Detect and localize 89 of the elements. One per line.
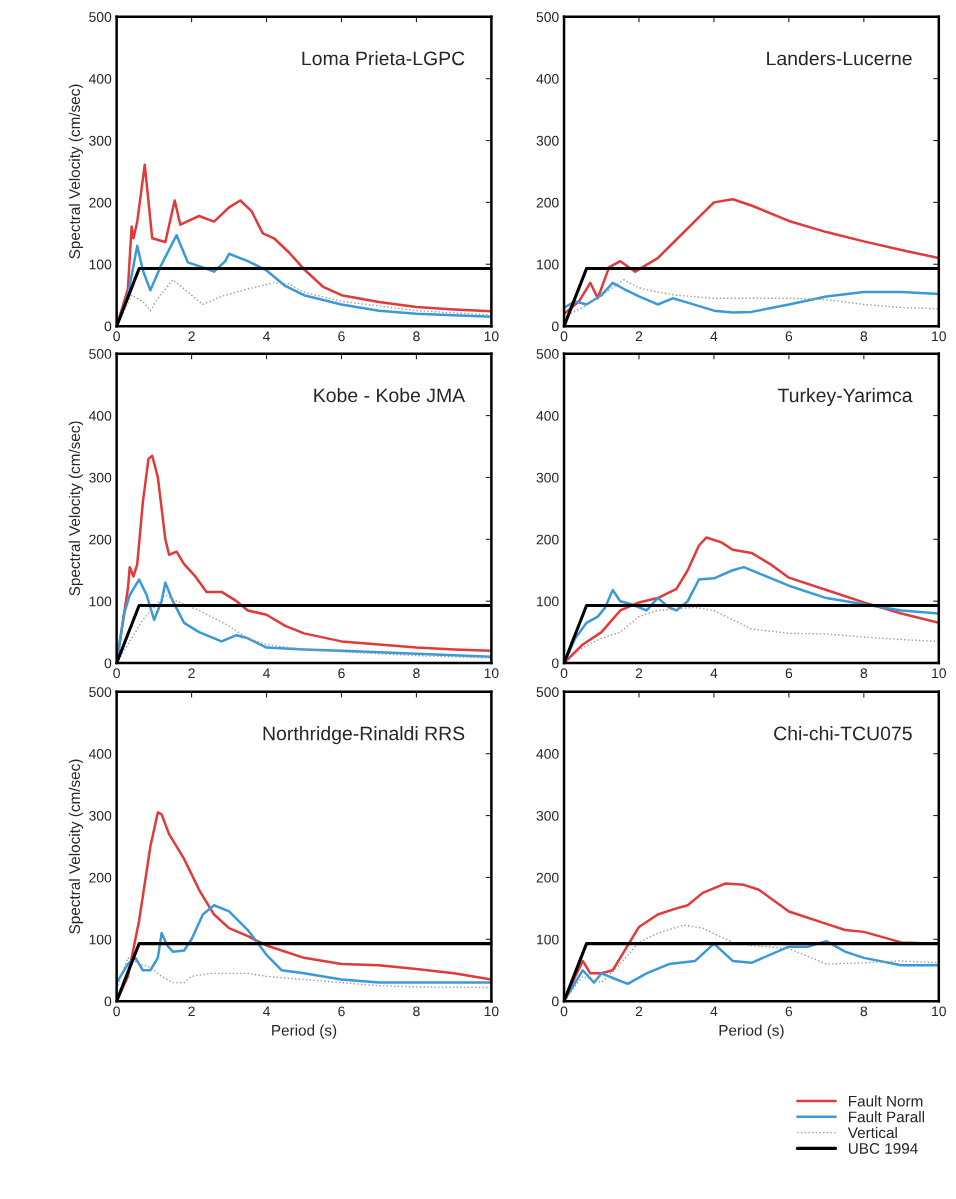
y-tick-label: 200 bbox=[536, 872, 559, 883]
y-tick-label: 0 bbox=[552, 658, 559, 669]
y-tick-label: 500 bbox=[89, 349, 112, 359]
y-tick-label: 300 bbox=[89, 472, 112, 483]
x-tick-label: 10 bbox=[484, 331, 499, 342]
y-tick-label: 400 bbox=[536, 410, 559, 421]
x-tick-label: 4 bbox=[262, 331, 270, 342]
x-tick-label: 8 bbox=[860, 331, 868, 342]
y-tick-label: 400 bbox=[88, 410, 112, 421]
y-tick-label: 200 bbox=[89, 872, 112, 883]
y-tick-label: 400 bbox=[536, 73, 559, 84]
x-tick-label: 6 bbox=[338, 331, 345, 342]
y-tick-label: 400 bbox=[88, 73, 112, 84]
y-tick-label: 300 bbox=[536, 135, 559, 146]
y-tick-label: 500 bbox=[536, 687, 559, 697]
y-tick-label: 500 bbox=[89, 12, 112, 22]
x-tick-label: 8 bbox=[413, 1006, 420, 1017]
x-tick-label: 6 bbox=[338, 668, 345, 679]
x-tick-label: 2 bbox=[635, 331, 643, 342]
text: Loma Prieta-LGPC bbox=[302, 51, 465, 66]
y-tick-label: 100 bbox=[537, 934, 559, 945]
y-tick-label: 0 bbox=[552, 321, 559, 332]
x-tick-label: 6 bbox=[785, 331, 793, 342]
x-tick-label: 6 bbox=[785, 668, 793, 679]
text: Northridge-Rinaldi RRS bbox=[263, 726, 465, 745]
x-tick-label: 0 bbox=[113, 331, 120, 342]
text: Chi-chi-TCU075 bbox=[774, 726, 912, 741]
y-tick-label: 0 bbox=[104, 996, 112, 1007]
x-tick-label: 0 bbox=[113, 668, 120, 679]
x-tick-label: 10 bbox=[932, 668, 946, 679]
x-tick-label: 2 bbox=[635, 1006, 643, 1017]
legend-label: Fault Norm bbox=[849, 1095, 923, 1107]
y-tick-label: 500 bbox=[536, 12, 559, 22]
x-tick-label: 2 bbox=[188, 668, 195, 678]
y-tick-label: 200 bbox=[89, 534, 112, 545]
text: Turkey-Yarimca bbox=[777, 387, 913, 407]
legend-label: UBC 1994 bbox=[848, 1143, 918, 1154]
y-tick-label: 400 bbox=[536, 749, 559, 759]
x-tick-label: 10 bbox=[932, 331, 946, 342]
x-axis-title: Period (s) bbox=[719, 1024, 784, 1039]
x-tick-label: 0 bbox=[560, 331, 568, 342]
x-tick-label: 0 bbox=[560, 668, 568, 679]
y-tick-label: 300 bbox=[536, 810, 559, 821]
legend-label: Vertical bbox=[847, 1126, 897, 1139]
x-tick-label: 6 bbox=[338, 1006, 345, 1017]
text: Kobe - Kobe JMA bbox=[314, 387, 466, 403]
y-tick-label: 100 bbox=[89, 259, 112, 270]
text: Landers-Lucerne bbox=[767, 51, 912, 66]
x-tick-label: 8 bbox=[860, 1006, 868, 1017]
line-series bbox=[116, 904, 492, 984]
x-tick-label: 8 bbox=[860, 668, 868, 679]
y-tick-label: 100 bbox=[89, 934, 112, 945]
x-tick-label: 10 bbox=[932, 1006, 946, 1017]
y-tick-label: 300 bbox=[89, 135, 112, 146]
x-tick-label: 4 bbox=[710, 331, 718, 342]
y-tick-label: 200 bbox=[536, 534, 559, 545]
x-tick-label: 8 bbox=[413, 331, 420, 342]
y-tick-label: 100 bbox=[537, 259, 559, 270]
y-tick-label: 500 bbox=[89, 687, 112, 697]
x-tick-label: 6 bbox=[785, 1006, 793, 1017]
line-series bbox=[564, 198, 939, 315]
y-tick-label: 300 bbox=[89, 810, 112, 821]
x-tick-label: 4 bbox=[710, 668, 718, 678]
x-tick-label: 0 bbox=[113, 1006, 120, 1017]
y-axis-title: Spectral Velocity (cm/sec) bbox=[68, 759, 84, 934]
y-tick-label: 0 bbox=[104, 321, 112, 332]
x-tick-label: 4 bbox=[710, 1006, 718, 1017]
x-tick-label: 4 bbox=[262, 668, 270, 678]
x-tick-label: 10 bbox=[484, 668, 499, 679]
x-tick-label: 4 bbox=[262, 1006, 270, 1017]
y-tick-label: 0 bbox=[104, 658, 112, 669]
y-tick-label: 200 bbox=[536, 197, 559, 208]
x-tick-label: 2 bbox=[188, 1006, 195, 1017]
y-tick-label: 400 bbox=[88, 749, 112, 759]
y-tick-label: 500 bbox=[536, 349, 559, 359]
y-axis-title: Spectral Velocity (cm/sec) bbox=[68, 84, 84, 259]
x-tick-label: 10 bbox=[484, 1006, 499, 1017]
x-axis-title: Period (s) bbox=[272, 1024, 337, 1039]
y-axis-title: Spectral Velocity (cm/sec) bbox=[68, 421, 84, 596]
y-tick-label: 300 bbox=[536, 472, 559, 483]
x-tick-label: 2 bbox=[188, 331, 195, 342]
y-tick-label: 200 bbox=[89, 197, 112, 208]
x-tick-label: 2 bbox=[635, 668, 643, 678]
y-tick-label: 100 bbox=[89, 596, 112, 607]
x-tick-label: 8 bbox=[413, 668, 420, 679]
legend-label: Fault Parall bbox=[849, 1111, 925, 1123]
x-tick-label: 0 bbox=[560, 1006, 568, 1017]
y-tick-label: 0 bbox=[552, 996, 559, 1007]
y-tick-label: 100 bbox=[537, 596, 559, 607]
